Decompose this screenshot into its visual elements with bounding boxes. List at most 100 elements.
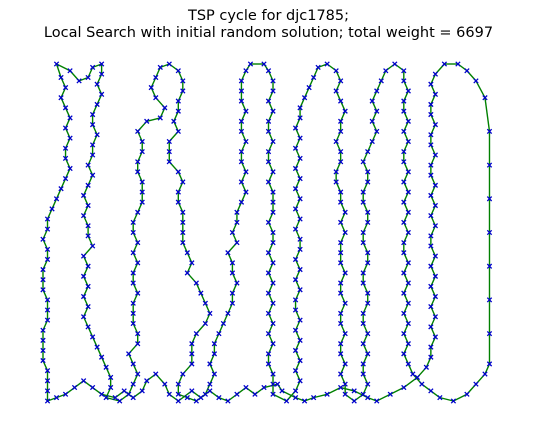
cycle-edge [430, 124, 437, 136]
cycle-edge [267, 242, 274, 254]
cycle-edge [42, 259, 49, 270]
city-point [270, 381, 276, 387]
city-point [166, 148, 172, 155]
cycle-edge [403, 171, 409, 183]
cycle-edge [87, 326, 94, 338]
cycle-edge [362, 181, 369, 193]
cycle-edge [335, 141, 342, 152]
cycle-edge [55, 63, 62, 78]
city-point [374, 398, 380, 404]
city-point [130, 219, 136, 226]
city-point [315, 64, 321, 71]
cycle-edge [340, 262, 346, 274]
city-point [310, 74, 317, 81]
city-point [351, 398, 357, 404]
city-point [428, 101, 434, 108]
city-point [252, 391, 258, 397]
cycle-edge [367, 396, 377, 402]
cycle-edge [340, 302, 346, 314]
cycle-edge [403, 302, 409, 314]
cycle-edge [403, 333, 409, 344]
city-point [67, 115, 73, 121]
city-point [486, 263, 493, 269]
cycle-edge [240, 100, 247, 112]
city-point [369, 118, 375, 124]
city-point [40, 266, 46, 273]
city-point [297, 216, 303, 222]
city-point [338, 199, 344, 205]
cycle-edge [82, 255, 89, 267]
city-point [292, 165, 299, 172]
city-point [139, 138, 145, 145]
city-point [180, 229, 186, 236]
city-point [130, 270, 136, 276]
city-point [401, 98, 407, 104]
city-point [98, 61, 105, 67]
city-point [216, 330, 222, 337]
cycle-edge [87, 67, 94, 78]
city-point [126, 351, 132, 357]
cycle-edge [160, 63, 170, 69]
city-point [229, 270, 236, 276]
cycle-edge [55, 188, 62, 200]
city-point [85, 263, 91, 269]
city-point [306, 84, 312, 91]
city-point [175, 108, 181, 114]
city-point [265, 128, 272, 135]
cycle-edge [240, 141, 247, 152]
chart-title-line-2: Local Search with initial random solutio… [43, 25, 494, 41]
cycle-edge [430, 73, 437, 85]
city-point [153, 74, 159, 81]
cycle-edge [403, 80, 409, 92]
city-point [139, 179, 145, 185]
cycle-edge [159, 107, 166, 119]
cycle-edge [430, 174, 437, 186]
city-point [414, 374, 420, 381]
city-point [144, 378, 150, 384]
city-point [401, 148, 407, 155]
city-point [229, 290, 236, 296]
cycle-edge [240, 70, 247, 82]
city-point [297, 317, 303, 323]
city-point [135, 260, 141, 266]
city-point [432, 293, 439, 300]
city-point [297, 337, 303, 343]
city-point [405, 229, 411, 236]
cycle-edge [294, 117, 301, 129]
city-point [338, 351, 344, 357]
cycle-edge [403, 252, 409, 264]
city-point [238, 199, 245, 205]
cycle-edge [218, 323, 225, 334]
cycle-edge [178, 393, 188, 399]
city-point [486, 128, 493, 135]
cycle-edge [403, 313, 409, 324]
city-point [270, 169, 276, 175]
city-point [428, 212, 434, 219]
cycle-edge [209, 353, 216, 365]
cycle-edge [267, 110, 274, 122]
city-point [265, 68, 272, 74]
cycle-edge [430, 296, 437, 307]
city-point [401, 199, 407, 205]
cycle-edge [430, 205, 437, 216]
city-point [238, 159, 245, 165]
city-point [139, 148, 145, 155]
cycle-edge [267, 333, 274, 344]
city-point [144, 118, 150, 124]
cycle-edge [64, 127, 71, 139]
cycle-edge [362, 383, 369, 395]
city-point [265, 98, 272, 104]
cycle-edge [82, 276, 89, 287]
cycle-edge [294, 309, 301, 321]
cycle-edge [335, 131, 342, 142]
cycle-edge [371, 131, 378, 142]
cycle-edge [267, 262, 274, 274]
cycle-edge [267, 181, 274, 193]
city-point [405, 280, 411, 286]
city-point [297, 135, 303, 141]
city-point [360, 159, 366, 165]
city-point [279, 388, 285, 394]
city-point [175, 98, 181, 104]
city-point [486, 361, 493, 367]
city-point [360, 310, 366, 317]
